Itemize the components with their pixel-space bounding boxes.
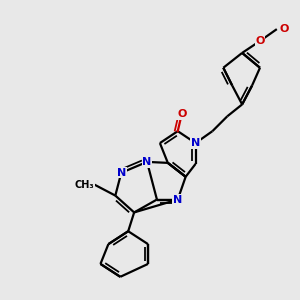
Text: O: O (280, 24, 289, 34)
Text: N: N (142, 157, 152, 167)
Text: O: O (255, 36, 265, 46)
Text: N: N (191, 138, 200, 148)
Text: N: N (173, 194, 182, 205)
Text: CH₃: CH₃ (75, 180, 94, 190)
Text: N: N (117, 168, 126, 178)
Text: O: O (177, 109, 186, 119)
